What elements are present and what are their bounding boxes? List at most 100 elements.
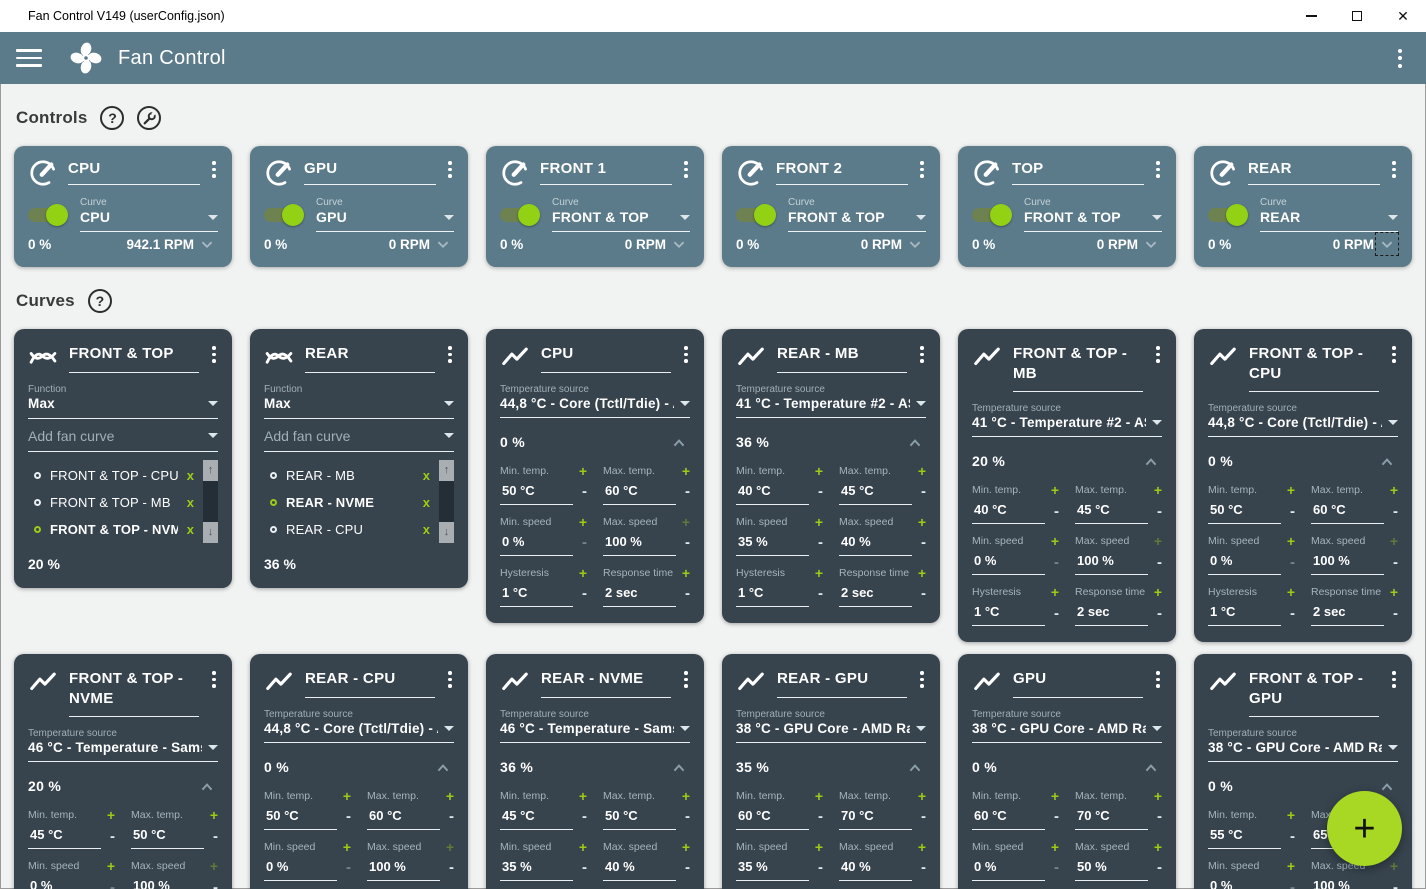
scroll-up-button[interactable]: ↑	[203, 459, 218, 481]
field-value[interactable]: 35 %	[736, 856, 809, 881]
decrement-button[interactable]: -	[1157, 859, 1162, 876]
fan-enable-toggle[interactable]	[972, 203, 1012, 226]
decrement-button[interactable]: -	[685, 585, 690, 602]
decrement-button[interactable]: -	[685, 534, 690, 551]
increment-button[interactable]: +	[209, 858, 218, 874]
decrement-button[interactable]: -	[818, 585, 823, 602]
scrollbar[interactable]: ↑ ↓	[203, 459, 218, 543]
card-menu-button[interactable]	[210, 343, 218, 366]
decrement-button[interactable]: -	[1393, 502, 1398, 520]
temperature-source-select[interactable]: Temperature source 41 °C - Temperature #…	[736, 384, 926, 418]
rpm-expand-icon[interactable]	[904, 233, 926, 255]
card-menu-button[interactable]	[918, 158, 926, 181]
increment-button[interactable]: +	[1286, 858, 1295, 874]
field-value[interactable]: 0 %	[264, 856, 337, 881]
mix-curve-item[interactable]: FRONT & TOP - MB x	[28, 489, 203, 516]
decrement-button[interactable]: -	[582, 859, 587, 876]
field-value[interactable]: 2 sec	[1311, 601, 1384, 626]
increment-button[interactable]: +	[578, 462, 587, 479]
field-value[interactable]: 70 °C	[1075, 805, 1148, 830]
decrement-button[interactable]: -	[582, 534, 587, 551]
increment-button[interactable]: +	[209, 807, 218, 823]
collapse-icon[interactable]	[1376, 777, 1398, 795]
field-value[interactable]: 50 °C	[264, 805, 337, 830]
increment-button[interactable]: +	[1389, 584, 1398, 600]
remove-curve-button[interactable]: x	[422, 494, 430, 510]
collapse-icon[interactable]	[1140, 758, 1162, 776]
function-select[interactable]: Function Max	[264, 384, 454, 419]
remove-curve-button[interactable]: x	[186, 494, 194, 510]
increment-button[interactable]: +	[1050, 787, 1059, 804]
curve-name-field[interactable]: FRONT & TOP	[69, 343, 200, 373]
rpm-expand-icon[interactable]	[196, 233, 218, 255]
field-value[interactable]: 60 °C	[972, 805, 1045, 830]
card-menu-button[interactable]	[1154, 668, 1162, 691]
curve-name-field[interactable]: FRONT & TOP - MB	[1013, 343, 1144, 392]
curve-name-field[interactable]: REAR	[305, 343, 436, 373]
increment-button[interactable]: +	[1050, 533, 1059, 549]
field-value[interactable]: 0 %	[28, 875, 101, 889]
increment-button[interactable]: +	[342, 838, 351, 855]
increment-button[interactable]: +	[342, 787, 351, 804]
curve-select[interactable]: Curve FRONT & TOP	[552, 197, 690, 232]
curve-name-field[interactable]: REAR - MB	[777, 343, 908, 373]
fan-name-field[interactable]: GPU	[304, 158, 437, 185]
field-value[interactable]: 1 °C	[500, 582, 573, 607]
field-value[interactable]: 40 %	[839, 531, 912, 556]
wrench-icon[interactable]	[137, 106, 162, 130]
decrement-button[interactable]: -	[1157, 553, 1162, 571]
decrement-button[interactable]: -	[1054, 859, 1059, 876]
fan-enable-toggle[interactable]	[28, 203, 68, 226]
decrement-button[interactable]: -	[685, 483, 690, 500]
field-value[interactable]: 1 °C	[972, 601, 1045, 626]
curve-name-field[interactable]: CPU	[541, 343, 672, 373]
collapse-icon[interactable]	[904, 758, 926, 776]
field-value[interactable]: 55 °C	[1208, 824, 1281, 849]
field-value[interactable]: 35 %	[736, 531, 809, 556]
increment-button[interactable]: +	[1286, 807, 1295, 823]
decrement-button[interactable]: -	[1290, 878, 1295, 889]
increment-button[interactable]: +	[1389, 533, 1398, 549]
increment-button[interactable]: +	[1050, 584, 1059, 600]
increment-button[interactable]: +	[1153, 838, 1162, 855]
temperature-source-select[interactable]: Temperature source 46 °C - Temperature -…	[28, 728, 218, 762]
field-value[interactable]: 2 sec	[603, 582, 676, 607]
decrement-button[interactable]: -	[921, 534, 926, 551]
temperature-source-select[interactable]: Temperature source 46 °C - Temperature -…	[500, 709, 690, 743]
card-menu-button[interactable]	[446, 668, 454, 691]
increment-button[interactable]: +	[1286, 482, 1295, 498]
temperature-source-select[interactable]: Temperature source 44,8 °C - Core (Tctl/…	[264, 709, 454, 743]
collapse-icon[interactable]	[1376, 452, 1398, 470]
increment-button[interactable]: +	[106, 807, 115, 823]
increment-button[interactable]: +	[578, 838, 587, 855]
field-value[interactable]: 50 °C	[603, 805, 676, 830]
decrement-button[interactable]: -	[1054, 553, 1059, 571]
fan-name-field[interactable]: CPU	[68, 158, 201, 185]
increment-button[interactable]: +	[1153, 482, 1162, 498]
increment-button[interactable]: +	[1286, 584, 1295, 600]
decrement-button[interactable]: -	[921, 483, 926, 500]
field-value[interactable]: 45 °C	[1075, 499, 1148, 524]
decrement-button[interactable]: -	[1054, 604, 1059, 622]
increment-button[interactable]: +	[1153, 787, 1162, 804]
curve-name-field[interactable]: FRONT & TOP - GPU	[1249, 668, 1380, 717]
card-menu-button[interactable]	[446, 343, 454, 366]
decrement-button[interactable]: -	[921, 585, 926, 602]
curve-name-field[interactable]: GPU	[1013, 668, 1144, 698]
card-menu-button[interactable]	[1154, 158, 1162, 181]
mix-curve-item[interactable]: FRONT & TOP - CPU x	[28, 462, 203, 489]
increment-button[interactable]: +	[1389, 858, 1398, 874]
decrement-button[interactable]: -	[921, 859, 926, 876]
field-value[interactable]: 0 %	[1208, 550, 1281, 575]
field-value[interactable]: 50 °C	[1208, 499, 1281, 524]
card-menu-button[interactable]	[446, 158, 454, 181]
field-value[interactable]: 100 %	[603, 531, 676, 556]
increment-button[interactable]: +	[814, 787, 823, 804]
decrement-button[interactable]: -	[582, 808, 587, 825]
decrement-button[interactable]: -	[818, 808, 823, 825]
field-value[interactable]: 70 °C	[839, 805, 912, 830]
collapse-icon[interactable]	[668, 433, 690, 451]
rpm-expand-icon[interactable]	[432, 233, 454, 255]
field-value[interactable]: 60 °C	[736, 805, 809, 830]
field-value[interactable]: 2 sec	[1075, 601, 1148, 626]
